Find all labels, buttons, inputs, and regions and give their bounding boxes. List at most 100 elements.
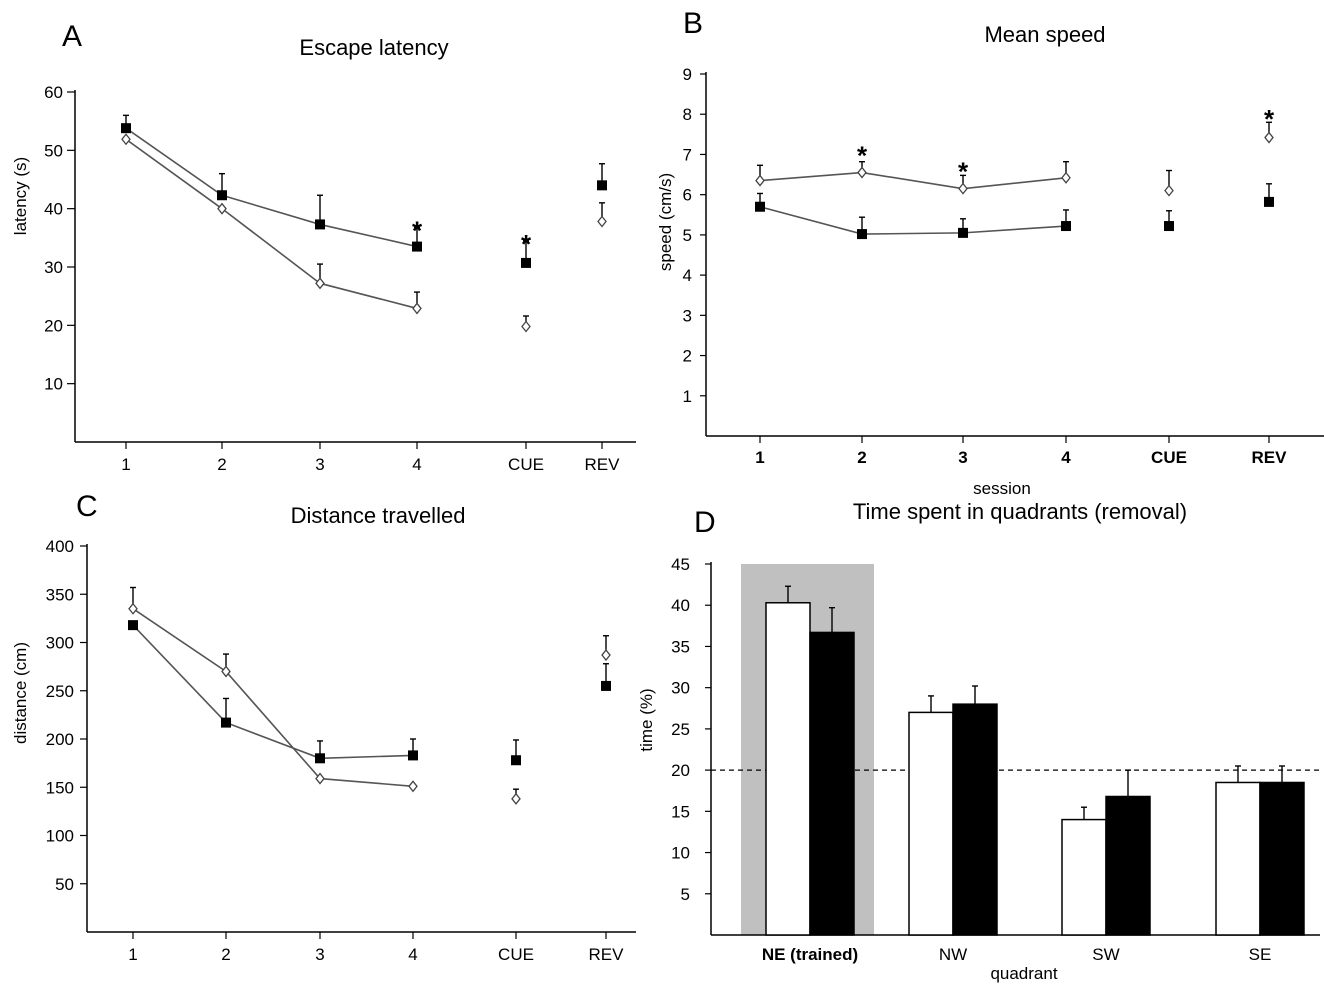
panel-b-x-axis-label: session: [973, 479, 1031, 498]
panel-b-series-2-line: [759, 171, 1067, 190]
panel-b-series-2-point: [755, 174, 765, 187]
panel-c-y-tick-label: 350: [46, 585, 74, 604]
panel-b-y-tick-label: 9: [683, 65, 692, 84]
panel-a-x-tick-label: 3: [315, 455, 324, 474]
panel-d-x-tick-label: NW: [939, 945, 967, 964]
panel-a-y-tick-label: 60: [44, 83, 63, 102]
panel-a-significance-star: *: [521, 229, 532, 259]
panel-b-series-1-line: [759, 205, 1067, 235]
panel-c-series-2-line: [132, 608, 414, 788]
panel-b-y-axis-label: speed (cm/s): [656, 173, 675, 271]
panel-c-series-2-point: [315, 772, 325, 785]
panel-a-y-axis-label: latency (s): [11, 157, 30, 235]
panel-c-series-2-point: [128, 602, 138, 615]
panel-b-series-2-point: [1061, 171, 1071, 184]
panel-b-x-tick-label: 3: [958, 448, 967, 467]
panel-d-title: Time spent in quadrants (removal): [853, 499, 1187, 524]
panel-a-series-2-point: [217, 202, 227, 215]
panel-a-series-2-point: [521, 320, 531, 333]
panel-b-y-tick-label: 1: [683, 387, 692, 406]
panel-b: B Mean speed speed (cm/s) session 1 2 3 4 5 6…: [656, 7, 1324, 498]
panel-b-x-tick-label: 4: [1061, 448, 1071, 467]
panel-c-series-1-point: [511, 755, 521, 766]
panel-d-bar: [908, 711, 954, 936]
panel-d-x-tick-label: SE: [1249, 945, 1272, 964]
panel-c-series-1-point: [601, 680, 611, 691]
panel-d-y-tick-label: 15: [671, 802, 690, 821]
panel-b-series-1-point: [1061, 221, 1071, 232]
panel-b-y-tick-label: 5: [683, 226, 692, 245]
panel-b-series-1-point: [958, 227, 968, 238]
panel-d-x-tick-label: NE (trained): [762, 945, 858, 964]
panel-a-y-tick-label: 10: [44, 375, 63, 394]
panel-a-letter: A: [62, 20, 82, 53]
panel-d-bar: [765, 601, 811, 936]
panel-c: C Distance travelled distance (cm) 50 100…: [11, 490, 636, 964]
panel-a-series-2-point: [412, 302, 422, 315]
panel-a-y-tick-label: 30: [44, 258, 63, 277]
panel-b-series-2-point: [958, 182, 968, 195]
panel-d-bar: [952, 703, 998, 936]
panel-c-x-tick-label: 2: [221, 945, 230, 964]
panel-c-y-tick-label: 200: [46, 730, 74, 749]
panel-c-series-2-point: [408, 780, 418, 793]
panel-c-series-2-point: [511, 792, 521, 805]
panel-c-title: Distance travelled: [291, 503, 466, 528]
panel-b-title: Mean speed: [984, 22, 1105, 47]
panel-a-series-1-point: [121, 123, 131, 134]
panel-d-y-axis-label: time (%): [637, 688, 656, 751]
panel-b-series-1-point: [1264, 196, 1274, 207]
panel-a-x-tick-label: 2: [217, 455, 226, 474]
panel-b-significance-star: *: [857, 140, 868, 170]
panel-a-x-tick-label: REV: [585, 455, 621, 474]
panel-a-series-2-point: [121, 133, 131, 146]
panel-b-significance-star: *: [958, 157, 969, 187]
panel-c-series-1-line: [132, 624, 414, 760]
panel-a-series-1-point: [597, 180, 607, 191]
panel-a-y-tick-label: 50: [44, 141, 63, 160]
panel-b-series-2-point: [857, 166, 867, 179]
panel-c-y-tick-label: 150: [46, 778, 74, 797]
panel-c-series-2-point: [221, 665, 231, 678]
panel-c-series-1-point: [315, 753, 325, 764]
panel-a-series-1-point: [217, 190, 227, 201]
panel-c-x-tick-label: CUE: [498, 945, 534, 964]
panel-c-y-tick-label: 400: [46, 537, 74, 556]
panel-c-series-1-point: [408, 750, 418, 761]
panel-c-series-1-point: [128, 620, 138, 631]
panel-b-series-2-point: [1164, 184, 1174, 197]
panel-c-series-2-point: [601, 649, 611, 662]
panel-c-y-tick-label: 300: [46, 634, 74, 653]
panel-a-y-tick-label: 40: [44, 200, 63, 219]
panel-d-bar: [809, 631, 855, 936]
panel-a-series-2-line: [125, 138, 418, 310]
panel-d-y-tick-label: 5: [681, 885, 690, 904]
panel-c-letter: C: [76, 490, 98, 523]
panel-a-series-1-line: [125, 127, 418, 248]
panel-d-bar: [1215, 781, 1261, 936]
panel-d-x-axis-label: quadrant: [990, 964, 1057, 983]
panel-b-x-tick-label: 2: [857, 448, 866, 467]
panel-b-y-tick-label: 3: [683, 306, 692, 325]
panel-d-bar: [1061, 818, 1107, 936]
panel-d-y-tick-label: 20: [671, 761, 690, 780]
panel-b-series-1-point: [857, 229, 867, 240]
panel-d-bar: [1259, 781, 1305, 936]
panel-c-y-tick-label: 100: [46, 827, 74, 846]
panel-b-significance-star: *: [1264, 104, 1275, 134]
panel-d-y-tick-label: 30: [671, 679, 690, 698]
panel-c-y-axis-label: distance (cm): [11, 642, 30, 744]
panel-a-series-2-point: [597, 215, 607, 228]
panel-a-title: Escape latency: [299, 35, 448, 60]
panel-b-y-tick-label: 2: [683, 347, 692, 366]
panel-c-y-tick-label: 50: [55, 875, 74, 894]
panel-c-x-tick-label: 3: [315, 945, 324, 964]
panel-b-y-tick-label: 4: [683, 266, 692, 285]
panel-a-x-tick-label: 4: [412, 455, 421, 474]
panel-d-y-tick-label: 25: [671, 720, 690, 739]
panel-d-x-tick-label: SW: [1092, 945, 1119, 964]
panel-a-series-1-point: [315, 219, 325, 230]
panel-d-letter: D: [694, 506, 716, 539]
panel-d: D Time spent in quadrants (removal) time…: [637, 499, 1320, 983]
panel-b-x-tick-label: CUE: [1151, 448, 1187, 467]
